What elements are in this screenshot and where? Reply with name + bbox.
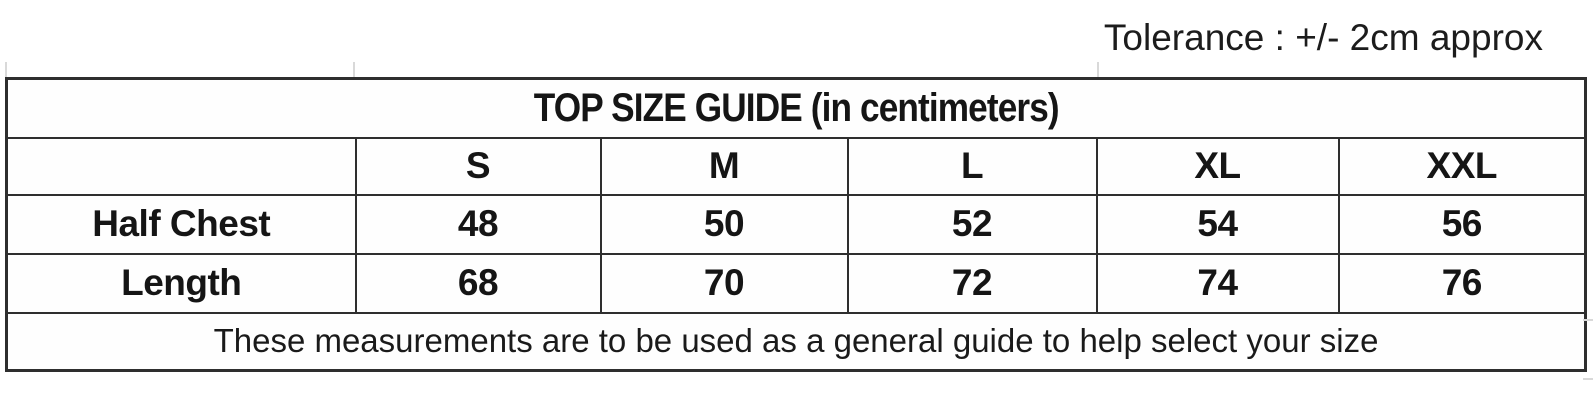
size-column-header-m: M (599, 136, 849, 196)
table-title-text: TOP SIZE GUIDE (in centimeters) (533, 85, 1060, 130)
size-column-header-l: L (846, 136, 1098, 196)
artifact-line (1583, 378, 1593, 380)
tolerance-note: Tolerance : +/- 2cm approx (1103, 17, 1543, 58)
artifact-line (353, 62, 355, 77)
length-value-xl: 74 (1095, 252, 1340, 314)
size-column-header-s: S (354, 136, 602, 196)
measurement-row-half-chest: Half Chest 48 50 52 54 56 (5, 193, 1587, 255)
size-column-header-xl: XL (1095, 136, 1340, 196)
length-value-xxl: 76 (1337, 252, 1587, 314)
size-column-header-xxl: XXL (1337, 136, 1587, 196)
table-footnote-row: These measurements are to be used as a g… (5, 311, 1587, 372)
length-value-s: 68 (354, 252, 602, 314)
half-chest-value-s: 48 (354, 193, 602, 255)
row-label-half-chest: Half Chest (5, 193, 357, 255)
half-chest-value-m: 50 (599, 193, 849, 255)
half-chest-value-l: 52 (846, 193, 1098, 255)
size-header-row: S M L XL XXL (5, 136, 1587, 196)
length-value-l: 72 (846, 252, 1098, 314)
half-chest-value-xl: 54 (1095, 193, 1340, 255)
artifact-line (5, 62, 7, 77)
measurement-row-length: Length 68 70 72 74 76 (5, 252, 1587, 314)
corner-cell (5, 136, 357, 196)
table-title: TOP SIZE GUIDE (in centimeters) (5, 77, 1587, 139)
top-size-guide-table: TOP SIZE GUIDE (in centimeters) S M L XL… (5, 77, 1588, 372)
artifact-line (1583, 319, 1593, 321)
half-chest-value-xxl: 56 (1337, 193, 1587, 255)
artifact-line (1097, 62, 1099, 77)
table-footnote: These measurements are to be used as a g… (5, 311, 1587, 372)
row-label-length: Length (5, 252, 357, 314)
table-title-row: TOP SIZE GUIDE (in centimeters) (5, 77, 1587, 139)
length-value-m: 70 (599, 252, 849, 314)
